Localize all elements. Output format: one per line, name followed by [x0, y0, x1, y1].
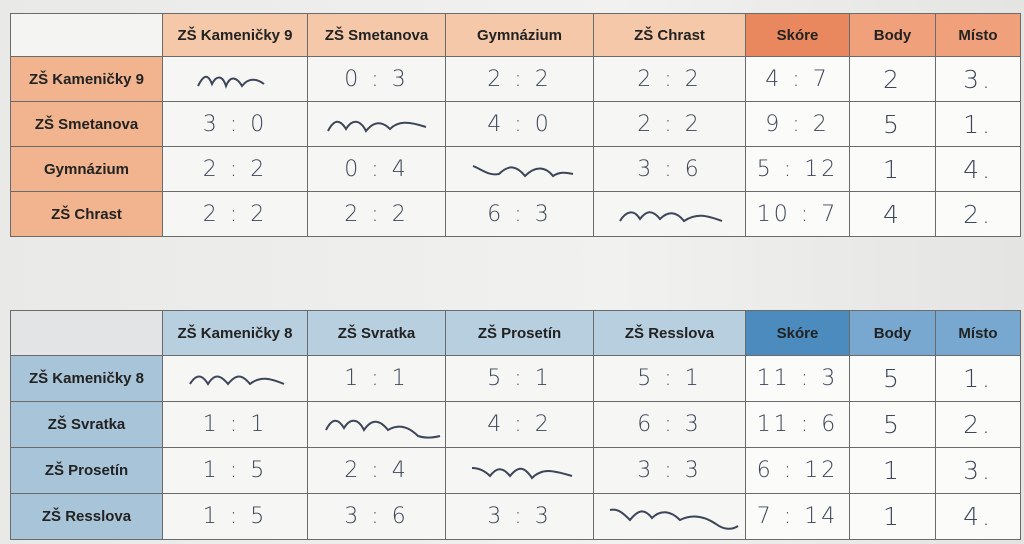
score-header: Skóre: [745, 310, 850, 356]
points-header: Body: [849, 13, 936, 57]
result-cell: 2 : 4: [307, 447, 446, 494]
result-cell: 5 : 1: [593, 355, 746, 402]
points-header: Body: [849, 310, 936, 356]
diagonal-blank-cell: [593, 493, 746, 540]
corner-cell: [10, 13, 163, 57]
place-cell: 2.: [935, 401, 1021, 448]
points-cell: 2: [849, 56, 936, 102]
place-cell: 1.: [935, 101, 1021, 147]
column-header: ZŠ Smetanova: [307, 13, 446, 57]
result-cell: 0 : 4: [307, 146, 446, 192]
diagonal-blank-cell: [445, 146, 594, 192]
header-row: ZŠ Kameničky 9 ZŠ Smetanova Gymnázium ZŠ…: [10, 13, 1021, 57]
diagonal-blank-cell: [307, 101, 446, 147]
result-cell: 2 : 2: [162, 146, 308, 192]
row-header: ZŠ Chrast: [10, 191, 163, 237]
column-header: ZŠ Kameničky 9: [162, 13, 308, 57]
points-cell: 5: [849, 355, 936, 402]
score-cell: 7 : 14: [745, 493, 850, 540]
column-header: ZŠ Resslova: [593, 310, 746, 356]
row-header: ZŠ Kameničky 9: [10, 56, 163, 102]
place-cell: 2.: [935, 191, 1021, 237]
table-row: ZŠ Resslova 1 : 5 3 : 6 3 : 3 7 : 14 1 4…: [10, 493, 1021, 540]
table-row: ZŠ Prosetín 1 : 5 2 : 4 3 : 3 6 : 12 1 3…: [10, 447, 1021, 494]
result-cell: 1 : 5: [162, 493, 308, 540]
result-cell: 6 : 3: [445, 191, 594, 237]
result-cell: 3 : 6: [307, 493, 446, 540]
place-header: Místo: [935, 310, 1021, 356]
result-cell: 3 : 3: [593, 447, 746, 494]
place-cell: 4.: [935, 146, 1021, 192]
row-header: Gymnázium: [10, 146, 163, 192]
points-cell: 5: [849, 101, 936, 147]
column-header: ZŠ Prosetín: [445, 310, 594, 356]
header-row: ZŠ Kameničky 8 ZŠ Svratka ZŠ Prosetín ZŠ…: [10, 310, 1021, 356]
table-row: ZŠ Chrast 2 : 2 2 : 2 6 : 3 10 : 7 4 2.: [10, 191, 1021, 237]
score-cell: 11 : 6: [745, 401, 850, 448]
result-cell: 2 : 2: [593, 56, 746, 102]
result-cell: 3 : 0: [162, 101, 308, 147]
place-header: Místo: [935, 13, 1021, 57]
score-cell: 4 : 7: [745, 56, 850, 102]
row-header: ZŠ Kameničky 8: [10, 355, 163, 402]
score-cell: 9 : 2: [745, 101, 850, 147]
score-cell: 6 : 12: [745, 447, 850, 494]
corner-cell: [10, 310, 163, 356]
score-cell: 5 : 12: [745, 146, 850, 192]
place-cell: 3.: [935, 56, 1021, 102]
diagonal-blank-cell: [593, 191, 746, 237]
results-table-bottom: ZŠ Kameničky 8 ZŠ Svratka ZŠ Prosetín ZŠ…: [10, 310, 1021, 540]
result-cell: 3 : 6: [593, 146, 746, 192]
diagonal-blank-cell: [162, 56, 308, 102]
column-header: ZŠ Kameničky 8: [162, 310, 308, 356]
result-cell: 1 : 5: [162, 447, 308, 494]
result-cell: 0 : 3: [307, 56, 446, 102]
place-cell: 4.: [935, 493, 1021, 540]
result-cell: 1 : 1: [162, 401, 308, 448]
result-cell: 2 : 2: [307, 191, 446, 237]
table-row: ZŠ Kameničky 8 1 : 1 5 : 1 5 : 1 11 : 3 …: [10, 355, 1021, 402]
results-table-top: ZŠ Kameničky 9 ZŠ Smetanova Gymnázium ZŠ…: [10, 13, 1021, 237]
column-header: Gymnázium: [445, 13, 594, 57]
place-cell: 1.: [935, 355, 1021, 402]
score-header: Skóre: [745, 13, 850, 57]
row-header: ZŠ Svratka: [10, 401, 163, 448]
column-header: ZŠ Chrast: [593, 13, 746, 57]
points-cell: 4: [849, 191, 936, 237]
row-header: ZŠ Resslova: [10, 493, 163, 540]
row-header: ZŠ Smetanova: [10, 101, 163, 147]
result-cell: 6 : 3: [593, 401, 746, 448]
result-cell: 5 : 1: [445, 355, 594, 402]
points-cell: 1: [849, 447, 936, 494]
result-cell: 1 : 1: [307, 355, 446, 402]
result-cell: 4 : 0: [445, 101, 594, 147]
diagonal-blank-cell: [162, 355, 308, 402]
place-cell: 3.: [935, 447, 1021, 494]
diagonal-blank-cell: [307, 401, 446, 448]
column-header: ZŠ Svratka: [307, 310, 446, 356]
points-cell: 5: [849, 401, 936, 448]
table-row: ZŠ Kameničky 9 0 : 3 2 : 2 2 : 2 4 : 7 2…: [10, 56, 1021, 102]
score-cell: 10 : 7: [745, 191, 850, 237]
result-cell: 2 : 2: [162, 191, 308, 237]
table-row: ZŠ Svratka 1 : 1 4 : 2 6 : 3 11 : 6 5 2.: [10, 401, 1021, 448]
result-cell: 2 : 2: [445, 56, 594, 102]
table-row: Gymnázium 2 : 2 0 : 4 3 : 6 5 : 12 1 4.: [10, 146, 1021, 192]
table-row: ZŠ Smetanova 3 : 0 4 : 0 2 : 2 9 : 2 5 1…: [10, 101, 1021, 147]
diagonal-blank-cell: [445, 447, 594, 494]
score-cell: 11 : 3: [745, 355, 850, 402]
row-header: ZŠ Prosetín: [10, 447, 163, 494]
points-cell: 1: [849, 493, 936, 540]
result-cell: 4 : 2: [445, 401, 594, 448]
result-cell: 3 : 3: [445, 493, 594, 540]
points-cell: 1: [849, 146, 936, 192]
result-cell: 2 : 2: [593, 101, 746, 147]
